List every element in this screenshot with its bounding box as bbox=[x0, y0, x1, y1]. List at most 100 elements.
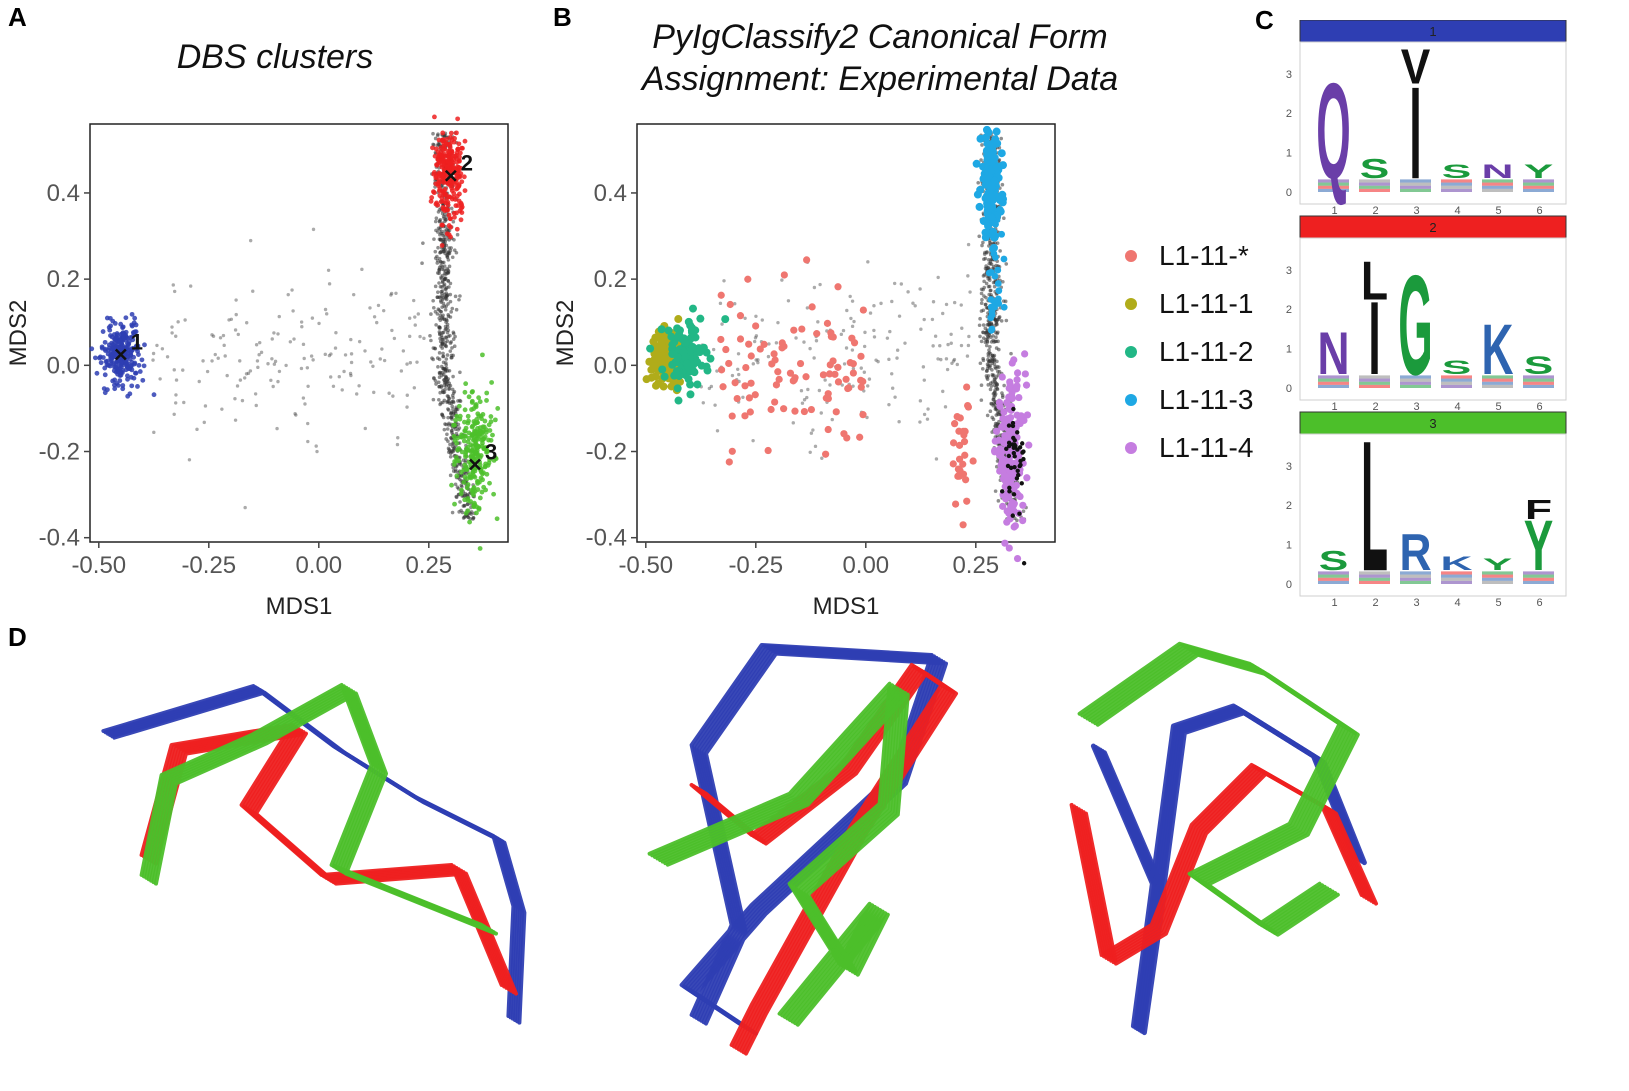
cluster-point bbox=[463, 452, 468, 458]
cluster-point bbox=[717, 335, 725, 344]
cluster-point bbox=[488, 437, 494, 443]
cluster-point bbox=[667, 332, 676, 341]
data-point bbox=[461, 458, 466, 463]
cluster-point bbox=[997, 149, 1006, 158]
logo-noise bbox=[1318, 574, 1349, 578]
logo-y-tick: 1 bbox=[1286, 344, 1292, 356]
logo-y-tick: 0 bbox=[1286, 579, 1292, 591]
data-point bbox=[446, 408, 451, 412]
cluster-point bbox=[995, 287, 1003, 295]
cluster-point bbox=[455, 146, 461, 152]
cluster-point bbox=[657, 325, 666, 334]
data-point bbox=[441, 415, 446, 420]
cluster-point bbox=[731, 379, 739, 387]
logo-letter: N bbox=[1318, 321, 1350, 388]
data-point bbox=[396, 436, 400, 440]
plot-frame bbox=[89, 123, 509, 543]
data-point bbox=[993, 317, 997, 322]
data-point bbox=[733, 302, 737, 306]
panel-b-plot: -0.50 -0.25 0.00 0.25 0.4 0.2 0.0 -0.2 -0.4 MDS1 M… bbox=[552, 123, 1056, 620]
data-point bbox=[979, 287, 984, 292]
cluster-point bbox=[477, 546, 483, 551]
cluster-point bbox=[118, 321, 124, 327]
cluster-point bbox=[123, 337, 128, 343]
cluster-point bbox=[475, 411, 481, 417]
data-point bbox=[802, 398, 807, 402]
data-point bbox=[399, 369, 404, 373]
data-point bbox=[305, 366, 310, 370]
data-point bbox=[412, 386, 417, 390]
logo-letter: Q bbox=[1316, 54, 1350, 207]
data-point bbox=[392, 336, 397, 341]
cluster-point bbox=[455, 116, 461, 122]
data-point bbox=[205, 369, 210, 374]
data-point bbox=[450, 399, 454, 404]
cluster-point bbox=[495, 406, 501, 411]
data-point bbox=[158, 377, 162, 381]
cluster-point bbox=[689, 360, 698, 369]
cluster-point bbox=[454, 226, 460, 232]
data-point bbox=[220, 407, 224, 411]
cluster-point bbox=[745, 394, 753, 402]
data-point bbox=[995, 459, 1000, 463]
data-point bbox=[455, 485, 460, 490]
cluster-point bbox=[1013, 376, 1021, 384]
data-point bbox=[868, 311, 873, 315]
cluster-point bbox=[137, 369, 143, 374]
logo-y-tick: 2 bbox=[1286, 304, 1292, 316]
data-point bbox=[448, 299, 453, 304]
plot-frame bbox=[636, 123, 1056, 543]
cluster-point bbox=[108, 353, 113, 359]
cluster-point bbox=[767, 405, 775, 414]
logo-noise bbox=[1318, 571, 1349, 575]
panel-a-plot: -0.50 -0.25 0.00 0.25 0.4 0.2 0.0 -0.2 -0.4 MDS1 M… bbox=[5, 114, 509, 620]
cluster-point bbox=[983, 179, 992, 188]
cluster-point bbox=[448, 224, 453, 230]
data-point bbox=[349, 352, 354, 356]
cluster-point bbox=[487, 480, 492, 486]
cluster-point bbox=[465, 496, 471, 501]
logo-y-tick: 0 bbox=[1286, 383, 1292, 395]
data-point bbox=[844, 346, 849, 350]
data-point bbox=[447, 387, 451, 391]
data-point bbox=[369, 360, 373, 364]
data-point bbox=[988, 387, 993, 392]
cluster-point bbox=[745, 340, 753, 348]
data-point bbox=[299, 320, 304, 324]
data-point bbox=[842, 362, 847, 366]
data-point bbox=[979, 158, 983, 162]
cluster-point bbox=[476, 395, 482, 401]
cluster-point bbox=[959, 521, 967, 529]
cluster-point bbox=[453, 455, 459, 460]
cluster-point bbox=[447, 194, 452, 200]
data-point bbox=[1012, 438, 1017, 443]
data-point bbox=[931, 300, 936, 304]
legend-item: L1-11-* bbox=[1125, 232, 1253, 280]
cluster-point bbox=[1000, 255, 1008, 263]
cluster-point bbox=[125, 393, 131, 399]
cluster-point bbox=[108, 333, 113, 338]
cluster-point bbox=[128, 363, 134, 369]
data-point bbox=[431, 298, 435, 303]
cluster-point bbox=[774, 368, 782, 376]
cluster-point bbox=[129, 323, 135, 329]
cluster-point bbox=[829, 333, 837, 341]
cluster-point bbox=[473, 404, 479, 410]
legend-dot bbox=[1125, 298, 1137, 310]
panel-b-title-line1: PyIgClassify2 Canonical Form bbox=[652, 18, 1108, 56]
data-point bbox=[872, 335, 877, 339]
data-point bbox=[946, 342, 950, 347]
logo-frame bbox=[1299, 433, 1567, 597]
cluster-point bbox=[988, 213, 996, 221]
data-point bbox=[444, 343, 448, 348]
data-point bbox=[823, 378, 827, 382]
data-point bbox=[444, 384, 449, 388]
data-point bbox=[248, 238, 253, 243]
data-point bbox=[292, 337, 296, 341]
data-point bbox=[457, 426, 462, 430]
data-point bbox=[811, 428, 815, 432]
data-point bbox=[448, 449, 452, 453]
data-point bbox=[413, 323, 417, 327]
logo-noise bbox=[1441, 378, 1472, 382]
data-point bbox=[979, 291, 984, 296]
